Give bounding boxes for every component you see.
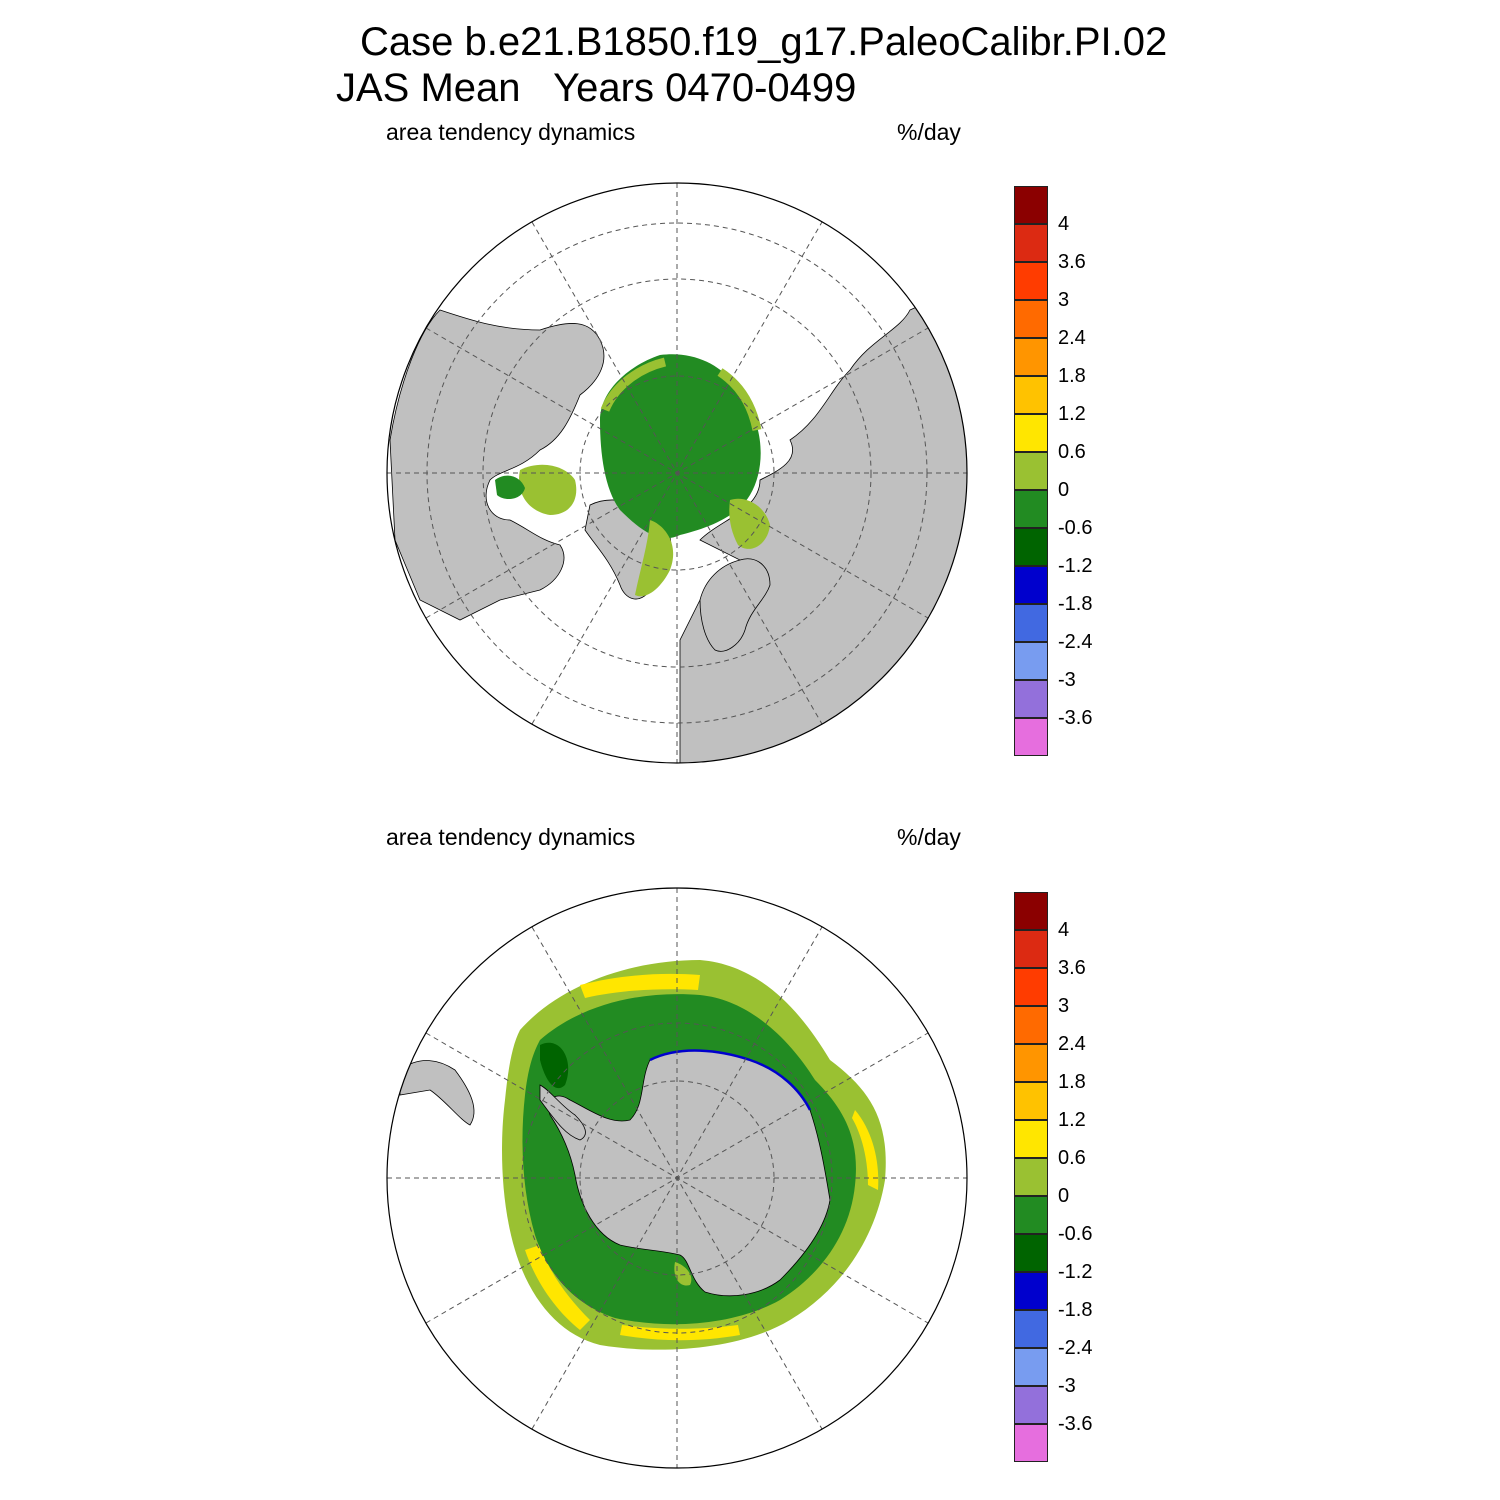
colorbar-tick-label: 4 (1058, 919, 1070, 941)
south-graticule (387, 888, 967, 1468)
colorbar-tick-label: 1.2 (1058, 403, 1086, 425)
colorbar-tick-label: 1.8 (1058, 1071, 1086, 1093)
antarctic-peninsula (539, 1084, 586, 1141)
barents-sea-ice (729, 498, 770, 549)
colorbar-swatch (1014, 414, 1048, 452)
colorbar-tick-label: -1.8 (1058, 593, 1093, 615)
colorbar-tick-label: -3 (1058, 669, 1076, 691)
panel-2-left-label: area tendency dynamics (386, 824, 636, 850)
weddell-ross-polynya (674, 1262, 692, 1286)
arctic-sea-ice-dark (600, 354, 761, 539)
panel-1-units-label: %/day (897, 119, 961, 145)
colorbar-tick-label: 0.6 (1058, 441, 1086, 463)
southern-ice-dark-core (540, 1042, 569, 1089)
colorbar-tick-label: -2.4 (1058, 631, 1093, 653)
colorbar-north: 4 3.6 3 2.4 1.8 1.2 0.6 0 -0.6 -1.2 -1.8 -2.4 -3 -3.6 (1014, 186, 1154, 766)
scandinavia-landmass (699, 558, 771, 652)
colorbar-tick-label: 3.6 (1058, 957, 1086, 979)
colorbar-swatch (1014, 1272, 1048, 1310)
colorbar-swatch (1014, 1158, 1048, 1196)
colorbar-swatch (1014, 452, 1048, 490)
north-graticule (387, 183, 967, 763)
north-america-landmass (389, 309, 605, 621)
colorbar-tick-label: 1.2 (1058, 1109, 1086, 1131)
colorbar-swatch (1014, 528, 1048, 566)
colorbar-tick-label: -3.6 (1058, 707, 1093, 729)
colorbar-swatch (1014, 892, 1048, 930)
colorbar-tick-label: 4 (1058, 213, 1070, 235)
colorbar-swatch (1014, 1234, 1048, 1272)
colorbar-tick-label: -3 (1058, 1375, 1076, 1397)
colorbar-tick-label: -1.2 (1058, 555, 1093, 577)
colorbar-tick-label: -3.6 (1058, 1413, 1093, 1435)
colorbar-swatch (1014, 680, 1048, 718)
colorbar-tick-label: -0.6 (1058, 1223, 1093, 1245)
colorbar-swatch (1014, 376, 1048, 414)
colorbar-swatch (1014, 262, 1048, 300)
hudson-bay-ice (495, 475, 525, 500)
colorbar-tick-label: -2.4 (1058, 1337, 1093, 1359)
colorbar-swatch (1014, 300, 1048, 338)
southern-ice-yellow-east (852, 1110, 879, 1190)
colorbar-tick-label: 3.6 (1058, 251, 1086, 273)
colorbar-swatch (1014, 1386, 1048, 1424)
colorbar-swatch (1014, 566, 1048, 604)
colorbar-tick-label: 2.4 (1058, 1033, 1086, 1055)
south-map-border (386, 887, 968, 1469)
colorbar-swatch (1014, 490, 1048, 528)
colorbar-south: 4 3.6 3 2.4 1.8 1.2 0.6 0 -0.6 -1.2 -1.8 -2.4 -3 -3.6 (1014, 892, 1154, 1472)
colorbar-tick-label: 1.8 (1058, 365, 1086, 387)
southern-ice-yellow-west (525, 1245, 590, 1330)
southern-ice-yellow-south (620, 1325, 740, 1341)
south-america-landmass (399, 1060, 475, 1126)
panel-1-left-label: area tendency dynamics (386, 119, 636, 145)
antarctic-coastal-rim (649, 1049, 812, 1111)
arctic-sea-ice-rim (600, 357, 762, 431)
baffin-bay-ice (519, 464, 577, 515)
colorbar-swatch (1014, 604, 1048, 642)
colorbar-swatch (1014, 642, 1048, 680)
colorbar-tick-label: -1.8 (1058, 1299, 1093, 1321)
colorbar-swatch (1014, 186, 1048, 224)
colorbar-tick-label: 3 (1058, 289, 1070, 311)
greenland-sea-ice (635, 520, 674, 597)
figure-title-line-2: JAS Mean Years 0470-0499 (336, 66, 857, 110)
colorbar-swatch (1014, 1044, 1048, 1082)
colorbar-swatch (1014, 1424, 1048, 1462)
south-polar-map (386, 887, 968, 1469)
colorbar-tick-label: 2.4 (1058, 327, 1086, 349)
colorbar-swatch (1014, 1196, 1048, 1234)
colorbar-swatch (1014, 1082, 1048, 1120)
colorbar-swatch (1014, 930, 1048, 968)
colorbar-swatch (1014, 224, 1048, 262)
colorbar-swatch (1014, 1120, 1048, 1158)
colorbar-tick-label: -1.2 (1058, 1261, 1093, 1283)
colorbar-tick-label: 0 (1058, 1185, 1070, 1207)
north-map-border (386, 182, 968, 764)
colorbar-tick-label: 0 (1058, 479, 1070, 501)
panel-2-units-label: %/day (897, 824, 961, 850)
north-polar-map (386, 182, 968, 764)
colorbar-tick-label: 3 (1058, 995, 1070, 1017)
colorbar-swatch (1014, 968, 1048, 1006)
colorbar-swatch (1014, 1006, 1048, 1044)
eurasia-landmass (679, 303, 967, 763)
colorbar-tick-label: 0.6 (1058, 1147, 1086, 1169)
colorbar-swatch (1014, 1310, 1048, 1348)
colorbar-swatch (1014, 338, 1048, 376)
southern-ice-yellow-north (580, 973, 700, 998)
colorbar-swatch (1014, 1348, 1048, 1386)
figure-title-line-1: Case b.e21.B1850.f19_g17.PaleoCalibr.PI.… (360, 20, 1168, 64)
colorbar-tick-label: -0.6 (1058, 517, 1093, 539)
colorbar-swatch (1014, 718, 1048, 756)
